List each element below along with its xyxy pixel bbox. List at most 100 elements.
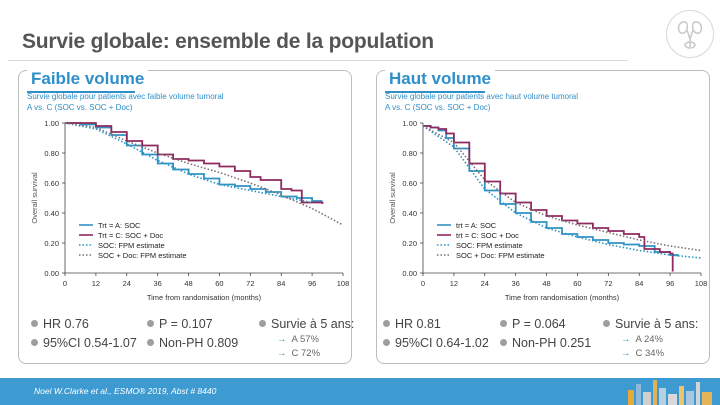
legend-label: SOC: FPM estimate [456, 241, 523, 250]
y-tick-label: 0.60 [402, 179, 417, 188]
x-tick-label: 72 [604, 279, 612, 288]
x-tick-label: 84 [635, 279, 643, 288]
bullet-icon [147, 320, 154, 327]
x-tick-label: 60 [215, 279, 223, 288]
x-tick-label: 96 [308, 279, 316, 288]
ci-value: 95%CI 0.54-1.07 [43, 336, 137, 350]
bullet-icon [31, 339, 38, 346]
survie-c-value: C 72% [291, 348, 321, 359]
panel-title: Haut volume [385, 69, 496, 89]
p-stat: P = 0.064 [500, 317, 566, 331]
footer-bar: Noel W.Clarke et al., ESMO® 2019, Abst #… [0, 378, 720, 405]
nonph-value: Non-PH 0.809 [159, 336, 239, 350]
series-line [422, 125, 702, 252]
y-axis-label: Overall survival [30, 172, 39, 224]
ci-stat: 95%CI 0.54-1.07 [31, 336, 137, 350]
y-tick-label: 0.60 [44, 179, 59, 188]
x-tick-label: 24 [123, 279, 131, 288]
series-line [422, 125, 702, 259]
x-tick-label: 12 [92, 279, 100, 288]
legend-label: SOC + Doc: FPM estimate [456, 251, 545, 260]
panel-high-volume: Haut volume Survie globale pour patients… [376, 69, 710, 364]
chart-subtitle-line1: Survie globale pour patients avec faible… [27, 92, 224, 101]
x-tick-label: 0 [63, 279, 67, 288]
y-tick-label: 0.20 [402, 239, 417, 248]
y-tick-label: 0.00 [44, 269, 59, 278]
panel-title-underline [27, 91, 135, 93]
legend-label: trt = A: SOC [456, 221, 497, 230]
x-tick-label: 60 [573, 279, 581, 288]
nonph-stat: Non-PH 0.251 [500, 336, 591, 350]
x-tick-label: 24 [481, 279, 489, 288]
nonph-stat: Non-PH 0.809 [147, 336, 238, 350]
chart-subtitle-line1: Survie globale pour patients avec haut v… [385, 92, 578, 101]
y-tick-label: 0.40 [44, 209, 59, 218]
y-tick-label: 1.00 [44, 119, 59, 128]
stats-low-volume: HR 0.76 95%CI 0.54-1.07 P = 0.107 Non-PH… [19, 315, 354, 361]
x-tick-label: 48 [184, 279, 192, 288]
survival-chart-low-volume: Survie globale pour patients avec faible… [27, 92, 349, 302]
x-tick-label: 36 [511, 279, 519, 288]
x-tick-label: 108 [337, 279, 349, 288]
ci-value: 95%CI 0.64-1.02 [395, 336, 489, 350]
x-tick-label: 84 [277, 279, 285, 288]
series-line [65, 122, 324, 204]
bullet-icon [31, 320, 38, 327]
bullet-icon [383, 339, 390, 346]
bullet-icon [383, 320, 390, 327]
legend-label: Trt = A: SOC [98, 221, 141, 230]
hr-stat: HR 0.81 [383, 317, 441, 331]
panel-title-underline [385, 91, 485, 93]
legend-label: Trt = C: SOC + Doc [98, 231, 163, 240]
hr-value: HR 0.76 [43, 317, 89, 331]
series-line [64, 122, 313, 204]
panel-title: Faible volume [27, 69, 149, 89]
x-tick-label: 108 [695, 279, 707, 288]
survie-title-text: Survie à 5 ans: [271, 317, 355, 331]
ci-stat: 95%CI 0.64-1.02 [383, 336, 489, 350]
arrow-right-icon: → [621, 348, 631, 359]
x-tick-label: 96 [666, 279, 674, 288]
survie-a-value: A 57% [291, 334, 319, 345]
footer-citation: Noel W.Clarke et al., ESMO® 2019, Abst #… [34, 386, 217, 396]
x-tick-label: 12 [450, 279, 458, 288]
survie-a-value: A 24% [635, 334, 663, 345]
survie-5ans-title: Survie à 5 ans: [259, 317, 354, 331]
x-tick-label: 72 [246, 279, 254, 288]
series-line [64, 122, 344, 226]
survie-c: → C 34% [621, 348, 664, 359]
p-value: P = 0.107 [159, 317, 213, 331]
society-logo [666, 10, 714, 58]
x-tick-label: 0 [421, 279, 425, 288]
survie-a: → A 57% [277, 334, 319, 345]
bullet-icon [147, 339, 154, 346]
legend-label: trt = C: SOC + Doc [456, 231, 519, 240]
hr-stat: HR 0.76 [31, 317, 89, 331]
survie-5ans-title: Survie à 5 ans: [603, 317, 698, 331]
bullet-icon [500, 339, 507, 346]
y-tick-label: 0.20 [44, 239, 59, 248]
x-axis-label: Time from randomisation (months) [505, 293, 620, 302]
survie-c: → C 72% [277, 348, 320, 359]
kidney-logo-icon [677, 21, 703, 49]
survival-chart-high-volume: Survie globale pour patients avec haut v… [385, 92, 707, 302]
survie-c-value: C 34% [635, 348, 665, 359]
city-skyline-icon [628, 380, 712, 405]
survie-title-text: Survie à 5 ans: [615, 317, 699, 331]
bullet-icon [500, 320, 507, 327]
y-tick-label: 1.00 [402, 119, 417, 128]
chart-subtitle-line2: A vs. C (SOC vs. SOC + Doc) [385, 103, 491, 112]
x-axis-label: Time from randomisation (months) [147, 293, 262, 302]
p-stat: P = 0.107 [147, 317, 213, 331]
x-tick-label: 48 [542, 279, 550, 288]
series-line [423, 125, 679, 257]
arrow-right-icon: → [621, 334, 631, 345]
x-tick-label: 36 [153, 279, 161, 288]
bullet-icon [259, 320, 266, 327]
survie-a: → A 24% [621, 334, 663, 345]
legend-label: SOC: FPM estimate [98, 241, 165, 250]
stats-high-volume: HR 0.81 95%CI 0.64-1.02 P = 0.064 Non-PH… [377, 315, 709, 361]
y-tick-label: 0.00 [402, 269, 417, 278]
y-tick-label: 0.40 [402, 209, 417, 218]
arrow-right-icon: → [277, 334, 287, 345]
